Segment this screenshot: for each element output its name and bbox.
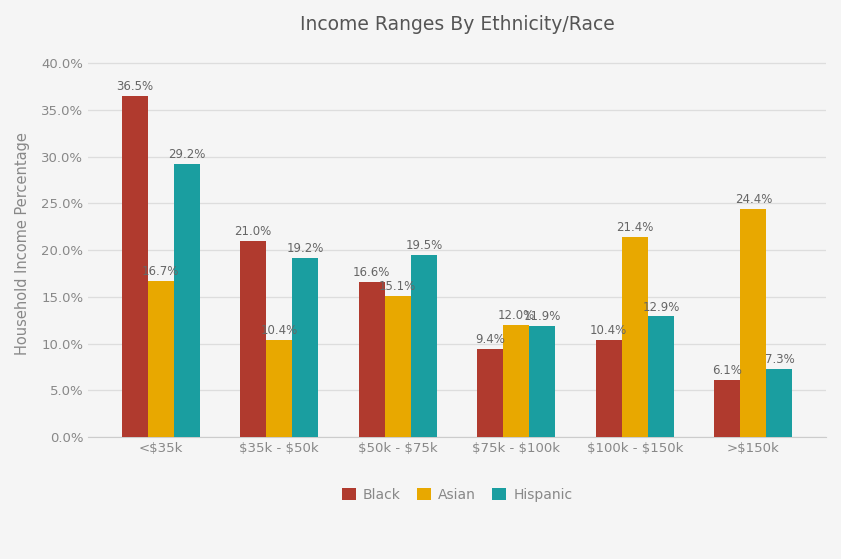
Text: 19.2%: 19.2% [287, 242, 324, 255]
Text: 9.4%: 9.4% [475, 333, 505, 347]
Text: 16.7%: 16.7% [142, 265, 179, 278]
Bar [714, 380, 740, 437]
Y-axis label: Household Income Percentage: Household Income Percentage [15, 132, 30, 354]
Bar [595, 340, 621, 437]
Bar [766, 369, 792, 437]
Text: 24.4%: 24.4% [735, 193, 772, 206]
Text: 15.1%: 15.1% [379, 280, 416, 293]
Text: 11.9%: 11.9% [524, 310, 561, 323]
Bar [529, 326, 555, 437]
Bar [122, 96, 148, 437]
Bar [267, 340, 293, 437]
Text: 16.6%: 16.6% [353, 266, 390, 279]
Bar [148, 281, 174, 437]
Text: 12.0%: 12.0% [498, 309, 535, 322]
Legend: Black, Asian, Hispanic: Black, Asian, Hispanic [336, 482, 578, 508]
Bar [410, 255, 437, 437]
Text: 6.1%: 6.1% [712, 364, 743, 377]
Text: 29.2%: 29.2% [168, 149, 205, 162]
Bar [384, 296, 410, 437]
Title: Income Ranges By Ethnicity/Race: Income Ranges By Ethnicity/Race [299, 15, 615, 34]
Bar [621, 237, 648, 437]
Bar [241, 241, 267, 437]
Bar [648, 316, 674, 437]
Text: 19.5%: 19.5% [405, 239, 442, 252]
Text: 21.0%: 21.0% [235, 225, 272, 238]
Bar [477, 349, 503, 437]
Text: 21.4%: 21.4% [616, 221, 653, 234]
Bar [174, 164, 200, 437]
Bar [358, 282, 384, 437]
Text: 12.9%: 12.9% [643, 301, 680, 314]
Text: 10.4%: 10.4% [261, 324, 298, 337]
Text: 36.5%: 36.5% [116, 80, 153, 93]
Text: 7.3%: 7.3% [764, 353, 794, 366]
Text: 10.4%: 10.4% [590, 324, 627, 337]
Bar [503, 325, 529, 437]
Bar [740, 209, 766, 437]
Bar [293, 258, 319, 437]
